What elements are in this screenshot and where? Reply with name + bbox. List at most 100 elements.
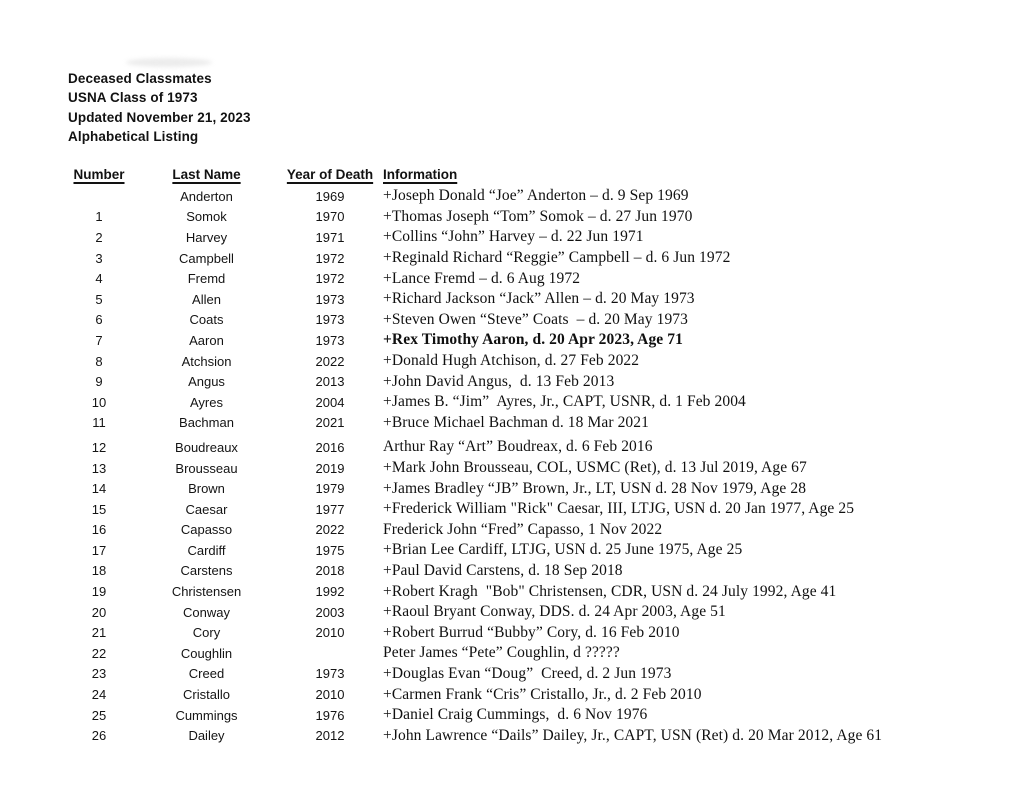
col-header-information: Information	[383, 167, 458, 182]
cell-number: 5	[95, 291, 103, 307]
doc-updated-date: Updated November 21, 2023	[68, 109, 251, 125]
cell-year: 2016	[315, 439, 345, 455]
cell-number: 7	[95, 332, 103, 348]
cell-year: 1973	[315, 291, 345, 307]
table-row: 12 Boudreaux 2016 Arthur Ray “Art” Boudr…	[68, 437, 1014, 458]
table-row: 14 Brown 1979 +James Bradley “JB” Brown,…	[68, 478, 1014, 499]
cell-number: 12	[91, 439, 107, 455]
cell-year: 1969	[315, 188, 345, 204]
table-row: 4 Fremd 1972 +Lance Fremd – d. 6 Aug 197…	[68, 268, 1014, 289]
table-row: Anderton 1969 +Joseph Donald “Joe” Ander…	[68, 186, 1014, 207]
cell-information: Peter James “Pete” Coughlin, d ?????	[383, 644, 620, 662]
cell-last-name: Cristallo	[183, 687, 230, 703]
cell-year: 2022	[315, 522, 345, 538]
cell-year: 1975	[315, 542, 345, 558]
cell-number: 25	[91, 707, 107, 723]
cell-information: +John David Angus, d. 13 Feb 2013	[383, 372, 615, 390]
cell-year: 1971	[315, 229, 345, 245]
cell-last-name: Cardiff	[187, 542, 226, 558]
cell-number: 3	[95, 250, 103, 266]
cell-year: 2019	[315, 460, 345, 476]
cell-information: +Robert Kragh "Bob" Christensen, CDR, US…	[383, 582, 837, 600]
cell-last-name: Aaron	[189, 332, 224, 348]
classmates-table: Number Last Name Year of Death Informati…	[68, 164, 1014, 746]
cell-information: +Collins “John” Harvey – d. 22 Jun 1971	[383, 228, 644, 246]
table-row: 6 Coats 1973 +Steven Owen “Steve” Coats …	[68, 310, 1014, 331]
cell-last-name: Coughlin	[180, 645, 233, 661]
table-row: 2 Harvey 1971 +Collins “John” Harvey – d…	[68, 227, 1014, 248]
cell-information: +Brian Lee Cardiff, LTJG, USN d. 25 June…	[383, 541, 743, 559]
cell-information: +Donald Hugh Atchison, d. 27 Feb 2022	[383, 352, 640, 370]
col-header-year-of-death: Year of Death	[286, 167, 374, 182]
cell-year: 1979	[315, 481, 345, 497]
cell-last-name: Dailey	[188, 728, 225, 744]
cell-number: 22	[91, 645, 107, 661]
table-row: 5 Allen 1973 +Richard Jackson “Jack” All…	[68, 289, 1014, 310]
cell-year: 2004	[315, 394, 345, 410]
table-row: 13 Brousseau 2019 +Mark John Brousseau, …	[68, 458, 1014, 479]
cell-number: 15	[91, 501, 107, 517]
cell-last-name: Fremd	[187, 271, 226, 287]
cell-year: 2012	[315, 728, 345, 744]
doc-listing-type: Alphabetical Listing	[68, 129, 199, 145]
cell-information: +Robert Burrud “Bubby” Cory, d. 16 Feb 2…	[383, 623, 680, 641]
table-row: 3 Campbell 1972 +Reginald Richard “Reggi…	[68, 248, 1014, 269]
cell-number: 6	[95, 312, 103, 328]
doc-subtitle: USNA Class of 1973	[68, 90, 198, 106]
cell-year: 1972	[315, 271, 345, 287]
cell-information: +Richard Jackson “Jack” Allen – d. 20 Ma…	[383, 290, 695, 308]
cell-information: +Frederick William "Rick" Caesar, III, L…	[383, 500, 855, 518]
cell-last-name: Caesar	[185, 501, 228, 517]
table-row: 19 Christensen 1992 +Robert Kragh "Bob" …	[68, 581, 1014, 602]
table-row: 23 Creed 1973 +Douglas Evan “Doug” Creed…	[68, 664, 1014, 685]
table-row: 22 Coughlin Peter James “Pete” Coughlin,…	[68, 643, 1014, 664]
cell-information: +Raoul Bryant Conway, DDS. d. 24 Apr 200…	[383, 603, 726, 621]
cell-information: +Rex Timothy Aaron, d. 20 Apr 2023, Age …	[383, 331, 683, 349]
table-row: 17 Cardiff 1975 +Brian Lee Cardiff, LTJG…	[68, 540, 1014, 561]
cell-year: 2013	[315, 374, 345, 390]
cell-number: 2	[95, 229, 103, 245]
table-row: 16 Capasso 2022 Frederick John “Fred” Ca…	[68, 520, 1014, 541]
table-row: 9 Angus 2013 +John David Angus, d. 13 Fe…	[68, 371, 1014, 392]
classmates-table-body: Anderton 1969 +Joseph Donald “Joe” Ander…	[68, 186, 1014, 746]
table-row: 21 Cory 2010 +Robert Burrud “Bubby” Cory…	[68, 622, 1014, 643]
cell-number: 9	[95, 374, 103, 390]
cell-number: 10	[91, 394, 107, 410]
table-row: 18 Carstens 2018 +Paul David Carstens, d…	[68, 561, 1014, 582]
table-row: 1 Somok 1970 +Thomas Joseph “Tom” Somok …	[68, 207, 1014, 228]
cell-last-name: Coats	[189, 312, 224, 328]
cell-number: 14	[91, 481, 107, 497]
cell-last-name: Campbell	[179, 250, 234, 266]
cell-information: +John Lawrence “Dails” Dailey, Jr., CAPT…	[383, 726, 883, 744]
cell-number: 26	[91, 728, 107, 744]
table-row: 10 Ayres 2004 +James B. “Jim” Ayres, Jr.…	[68, 392, 1014, 413]
cell-information: +Douglas Evan “Doug” Creed, d. 2 Jun 197…	[383, 664, 672, 682]
cell-number: 11	[92, 415, 106, 431]
table-row: 11 Bachman 2021 +Bruce Michael Bachman d…	[68, 413, 1014, 434]
cell-last-name: Allen	[192, 291, 221, 307]
cell-information: +Lance Fremd – d. 6 Aug 1972	[383, 269, 581, 287]
cell-information: Frederick John “Fred” Capasso, 1 Nov 202…	[383, 520, 663, 538]
cell-last-name: Brousseau	[175, 460, 238, 476]
cell-last-name: Boudreaux	[175, 439, 238, 455]
table-row: 15 Caesar 1977 +Frederick William "Rick"…	[68, 499, 1014, 520]
cell-last-name: Somok	[186, 209, 227, 225]
cell-information: +Carmen Frank “Cris” Cristallo, Jr., d. …	[383, 685, 702, 703]
table-row: 20 Conway 2003 +Raoul Bryant Conway, DDS…	[68, 602, 1014, 623]
cell-year: 1972	[315, 250, 345, 266]
cell-last-name: Carstens	[180, 563, 233, 579]
cell-number: 1	[95, 209, 103, 225]
table-row: 24 Cristallo 2010 +Carmen Frank “Cris” C…	[68, 684, 1014, 705]
cell-last-name: Creed	[188, 666, 225, 682]
table-row: 7 Aaron 1973 +Rex Timothy Aaron, d. 20 A…	[68, 330, 1014, 351]
cell-number: 16	[91, 522, 107, 538]
cell-last-name: Angus	[188, 374, 225, 390]
col-header-last-name: Last Name	[172, 167, 241, 182]
cell-number: 19	[91, 584, 107, 600]
cell-year: 1977	[315, 501, 345, 517]
cell-number: 13	[91, 460, 107, 476]
cell-year: 1973	[315, 666, 345, 682]
cell-year: 2010	[315, 625, 345, 641]
cell-number: 23	[91, 666, 107, 682]
cell-last-name: Harvey	[185, 229, 228, 245]
